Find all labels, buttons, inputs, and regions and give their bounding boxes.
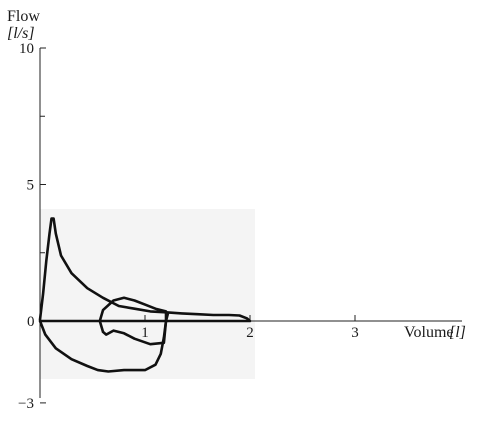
tidal-loop-line [98,296,168,346]
y-tick-label: 10 [19,41,34,57]
x-tick-label: 1 [141,325,149,341]
plot-background [40,209,255,379]
flow-volume-loop-line [38,217,252,373]
x-tick-label: 2 [246,325,254,341]
origin-label: 0 [27,314,35,330]
y-tick-label: 5 [27,178,35,194]
x-tick-label: 3 [351,325,359,341]
y-axis-unit: [l/s] [7,25,35,42]
x-axis-title: Volume [404,324,453,341]
x-axis-unit: [l] [449,324,466,341]
y-tick-label: −3 [18,396,34,412]
y-axis-title: Flow [7,8,40,25]
